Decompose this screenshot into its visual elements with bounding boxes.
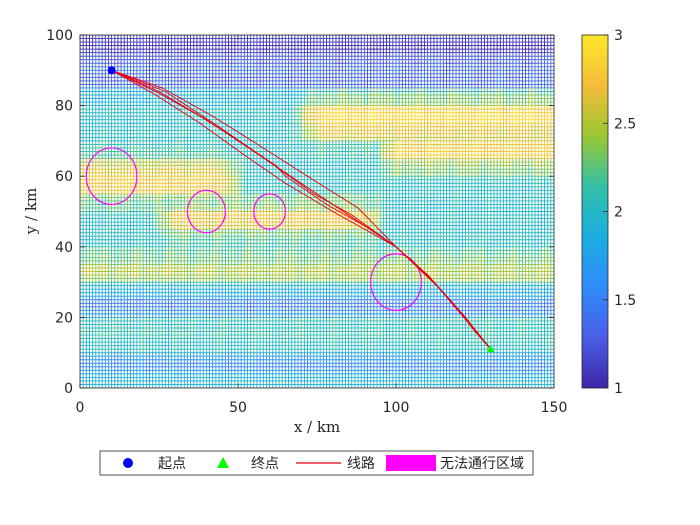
terrain-grid: [80, 35, 554, 388]
